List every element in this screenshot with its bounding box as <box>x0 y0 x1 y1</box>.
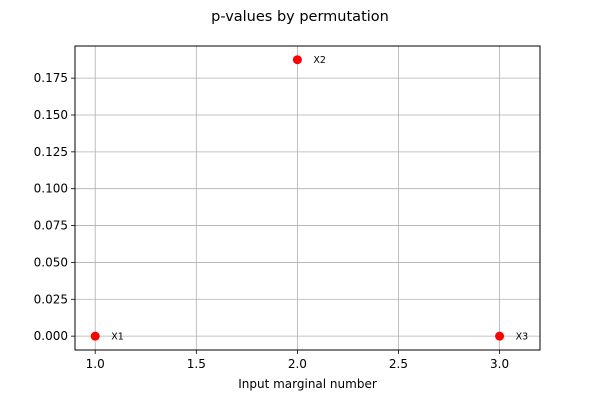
x-axis: 1.0 1.5 2.0 2.5 3.0 <box>86 350 509 371</box>
y-axis: 0.000 0.025 0.050 0.075 0.100 0.125 0.150 0.175 <box>34 71 75 343</box>
y-tick-label: 0.150 <box>34 108 68 122</box>
point-label-x1: X1 <box>111 332 124 343</box>
y-tick-label: 0.175 <box>34 71 68 85</box>
chart-title: p-values by permutation <box>211 9 389 25</box>
y-tick-label: 0.075 <box>34 219 68 233</box>
data-point-x2 <box>292 55 302 65</box>
data-points: X1 X2 X3 <box>90 55 529 343</box>
x-tick-label: 1.5 <box>187 357 206 371</box>
plot-frame <box>74 45 541 351</box>
data-point-x1 <box>90 331 100 341</box>
y-tick-label: 0.125 <box>34 145 68 159</box>
point-label-x3: X3 <box>516 332 529 343</box>
x-tick-label: 2.0 <box>288 357 307 371</box>
grid <box>75 46 540 350</box>
x-tick-label: 1.0 <box>86 357 105 371</box>
x-tick-label: 2.5 <box>389 357 408 371</box>
data-point-x3 <box>495 331 505 341</box>
x-axis-label: Input marginal number <box>238 377 377 391</box>
y-tick-label: 0.050 <box>34 255 68 269</box>
y-tick-label: 0.100 <box>34 182 68 196</box>
point-label-x2: X2 <box>313 55 326 66</box>
y-tick-label: 0.000 <box>34 329 68 343</box>
y-tick-label: 0.025 <box>34 292 68 306</box>
x-tick-label: 3.0 <box>490 357 509 371</box>
